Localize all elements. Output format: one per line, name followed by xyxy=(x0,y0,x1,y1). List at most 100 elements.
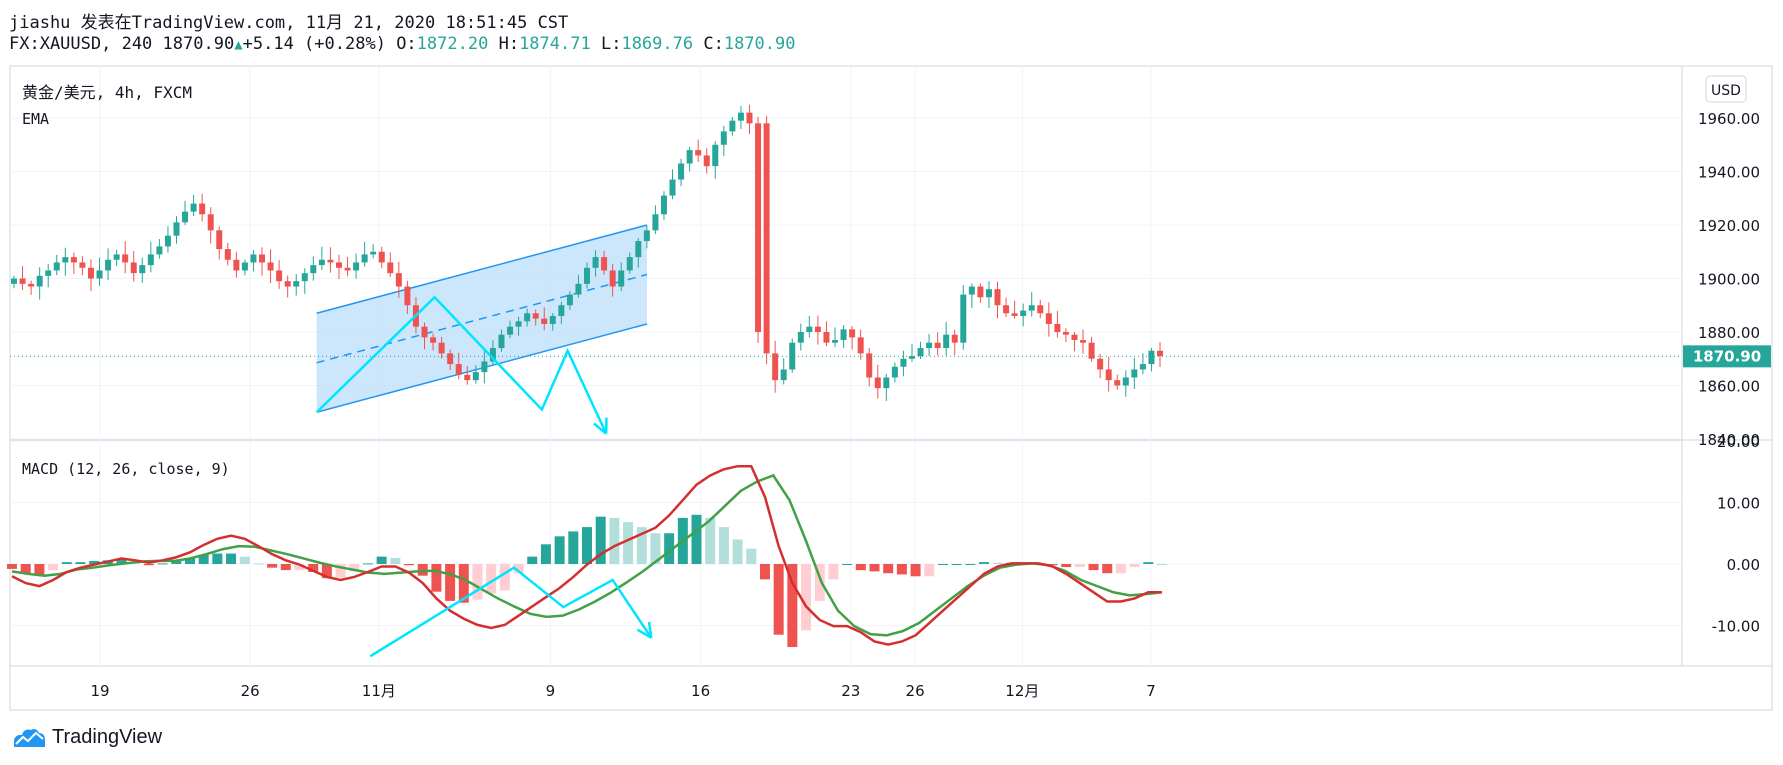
arrowhead xyxy=(647,621,653,638)
histogram-bar xyxy=(787,564,798,648)
drawn-zigzag-macd[interactable] xyxy=(369,566,653,658)
candle-body xyxy=(1071,334,1078,341)
histogram-bar xyxy=(431,564,442,592)
histogram-bar xyxy=(540,544,551,564)
candle-body xyxy=(746,112,753,124)
histogram-bar xyxy=(773,564,784,635)
candle-body xyxy=(259,254,266,263)
candle-body xyxy=(96,270,103,279)
cloud-icon xyxy=(14,729,45,747)
time-axis-label: 23 xyxy=(841,682,860,700)
histogram-bar xyxy=(650,533,661,564)
candle-body xyxy=(250,254,257,263)
regression-channel[interactable] xyxy=(316,224,648,413)
histogram-bar xyxy=(979,562,990,564)
macd-axis-label: 20.00 xyxy=(1717,433,1760,451)
candle-body xyxy=(438,342,445,354)
histogram-bar xyxy=(417,564,428,576)
candle-body xyxy=(430,337,437,343)
candle-body xyxy=(395,273,402,287)
candle-body xyxy=(926,342,933,349)
candle-body xyxy=(703,155,710,167)
candle-body xyxy=(62,257,69,263)
open-value: 1872.20 xyxy=(416,34,489,54)
histogram-bar xyxy=(513,564,524,574)
candle-body xyxy=(985,289,992,298)
histogram-bar xyxy=(705,517,716,564)
candle-body xyxy=(70,257,77,263)
candle-body xyxy=(507,326,514,335)
brand-name: TradingView xyxy=(52,725,163,748)
price-axis-label: 1940.00 xyxy=(1698,164,1760,182)
price-axis-labels: 1960.00 1940.00 1920.00 1900.00 1880.00 1860.… xyxy=(1698,110,1760,636)
last-price-tag: 1870.90 xyxy=(1683,345,1771,368)
histogram-bar xyxy=(759,564,770,580)
candle-body xyxy=(532,313,539,319)
histogram-bar xyxy=(116,559,127,564)
histogram-bar xyxy=(458,564,469,603)
histogram-bar xyxy=(349,564,360,572)
histogram-bar xyxy=(691,514,702,564)
candle-body xyxy=(780,369,787,381)
candle-body xyxy=(840,329,847,341)
candle-body xyxy=(489,348,496,362)
time-axis-labels: 19 26 11月 9 16 23 26 12月 7 xyxy=(90,682,1155,700)
currency-button[interactable] xyxy=(1705,75,1747,103)
candle-body xyxy=(943,334,950,349)
histogram-bar xyxy=(171,560,182,564)
candle-body xyxy=(524,313,531,322)
time-axis-label: 16 xyxy=(691,682,710,700)
histogram-bar xyxy=(842,564,853,565)
candle-body xyxy=(387,262,394,274)
histogram-bar xyxy=(1143,562,1154,564)
candle-body xyxy=(105,259,112,271)
candle-body xyxy=(53,262,60,271)
histogram-bar xyxy=(1115,564,1126,574)
ema-label[interactable]: EMA xyxy=(22,110,49,128)
candle-body xyxy=(558,305,565,316)
arrowhead xyxy=(593,422,608,435)
candle-body xyxy=(772,353,779,381)
histogram-bar xyxy=(184,557,195,564)
channel-upper xyxy=(316,224,648,314)
candle-body xyxy=(1131,369,1138,378)
histogram-bar xyxy=(34,564,45,575)
histogram-bar xyxy=(308,564,319,572)
histogram-bar xyxy=(869,564,880,572)
histogram-bar xyxy=(390,557,401,564)
signal-line xyxy=(11,473,1163,637)
low-value: 1869.76 xyxy=(621,34,694,54)
grid xyxy=(10,66,1682,666)
histogram-bar xyxy=(718,527,729,564)
candle-body xyxy=(404,286,411,306)
candle-body xyxy=(361,254,368,263)
candle-body xyxy=(1105,369,1112,381)
candle-body xyxy=(344,267,351,271)
histogram-bar xyxy=(910,564,921,577)
histogram-bar xyxy=(362,563,373,565)
candle-body xyxy=(498,334,505,349)
histogram-bar xyxy=(499,564,510,591)
time-axis-label: 26 xyxy=(906,682,925,700)
candle-body xyxy=(977,286,984,298)
histogram-bar xyxy=(280,564,291,571)
candle-body xyxy=(130,262,137,274)
chart-header-line2: FX:XAUUSD, 240 1870.90▲+5.14 (+0.28%) O:… xyxy=(9,34,796,54)
candle-body xyxy=(216,230,223,250)
candle-body xyxy=(592,257,599,268)
candle-body xyxy=(951,334,958,343)
low-label: L: xyxy=(600,34,622,54)
candle-body xyxy=(1037,305,1044,314)
candle-body xyxy=(1148,350,1155,365)
macd-lines xyxy=(11,464,1163,646)
tradingview-brand[interactable]: TradingView xyxy=(10,724,162,750)
candle-body xyxy=(917,348,924,357)
drawn-zigzag-main[interactable] xyxy=(315,295,608,435)
time-axis-label: 19 xyxy=(90,682,109,700)
last-price-tag-text: 1870.90 xyxy=(1693,347,1761,365)
candle-body xyxy=(515,321,522,327)
candle-body xyxy=(1062,332,1069,335)
candle-body xyxy=(1157,350,1163,357)
macd-title[interactable]: MACD (12, 26, close, 9) xyxy=(22,460,230,478)
